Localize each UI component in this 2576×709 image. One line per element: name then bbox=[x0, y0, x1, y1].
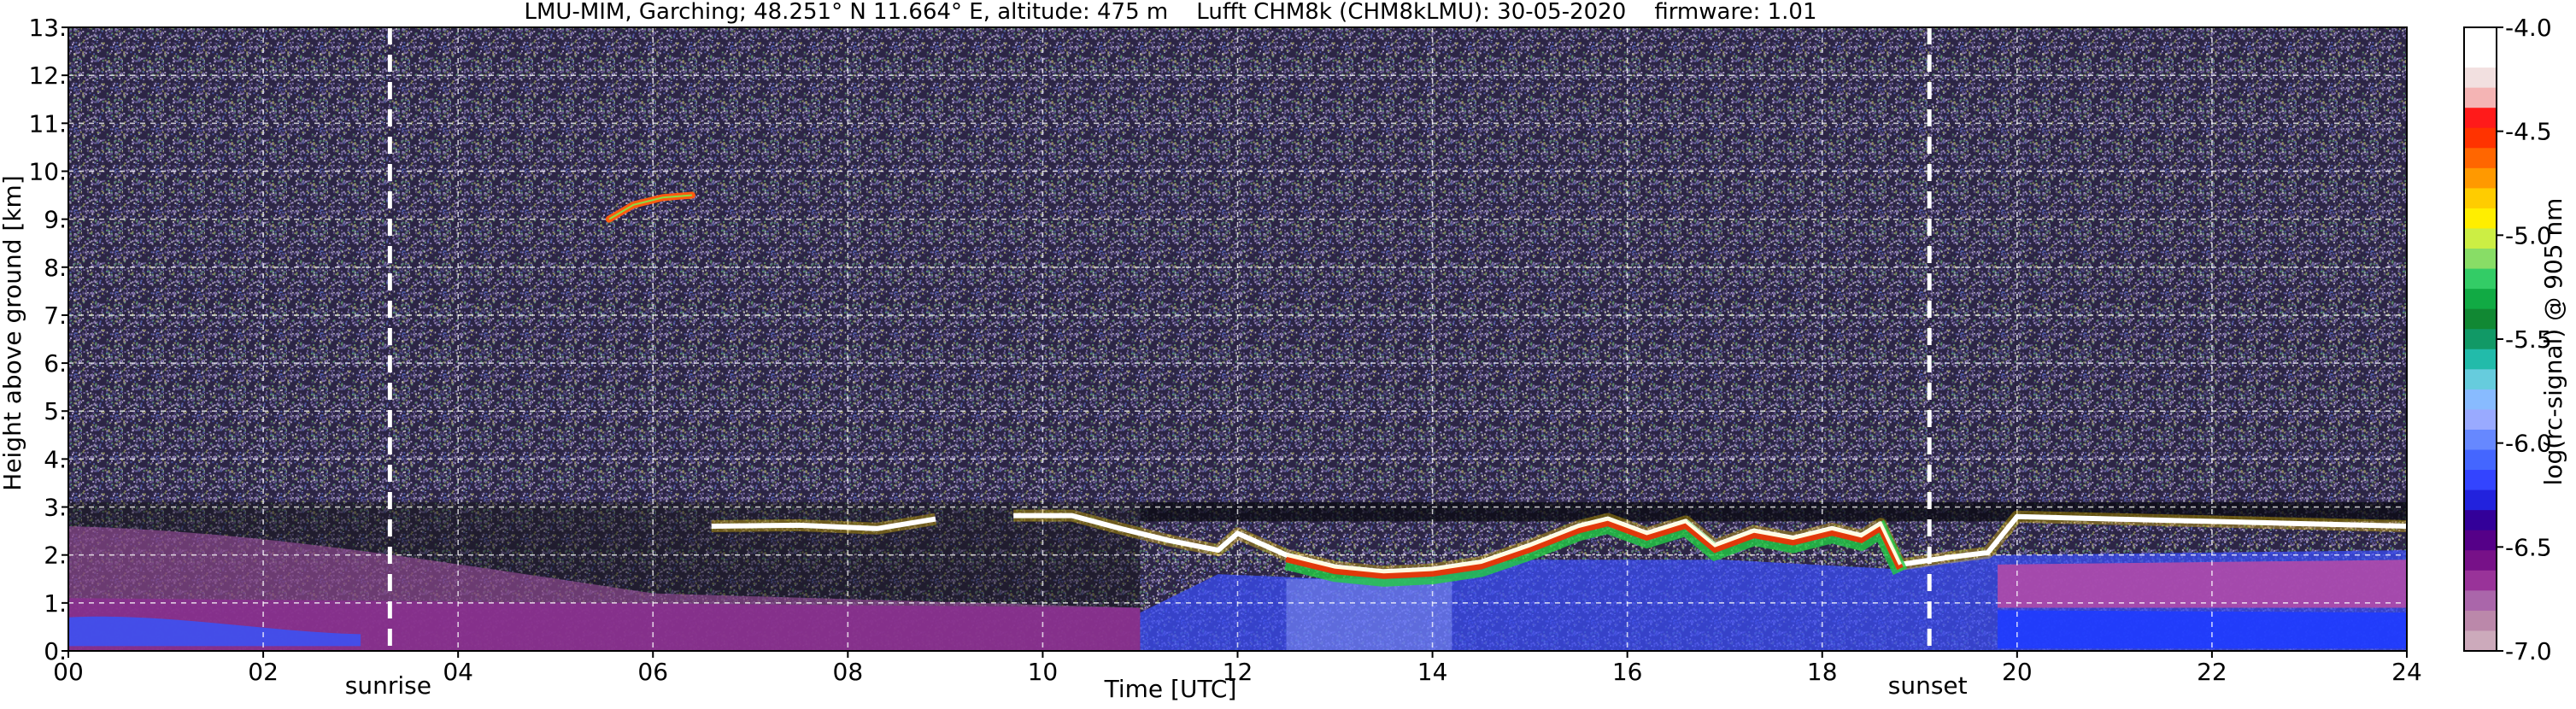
x-tick-label-3: 06 bbox=[637, 658, 668, 686]
colorbar-segment-28 bbox=[2464, 590, 2497, 612]
colorbar-tick-label-1: -4.5 bbox=[2505, 118, 2552, 146]
x-tick-label-8: 16 bbox=[1612, 658, 1643, 686]
colorbar-segment-23 bbox=[2464, 489, 2497, 511]
colorbar-segment-3 bbox=[2464, 87, 2497, 108]
colorbar-tick-label-2: -5.0 bbox=[2505, 221, 2552, 249]
y-axis-label: Height above ground [km] bbox=[0, 175, 26, 491]
colorbar-segment-8 bbox=[2464, 188, 2497, 209]
y-tick-label-6: 6. bbox=[44, 349, 67, 378]
colorbar-tick-label-3: -5.5 bbox=[2505, 325, 2552, 354]
precipitation-streaks bbox=[1286, 578, 1452, 651]
aerosol-layer-evening bbox=[1998, 610, 2407, 649]
colorbar-segment-6 bbox=[2464, 148, 2497, 169]
x-tick-label-11: 22 bbox=[2197, 658, 2227, 686]
aerosol-layer-night bbox=[68, 616, 361, 647]
y-tick-label-4: 4. bbox=[44, 445, 67, 473]
y-tick-label-11: 11. bbox=[28, 109, 67, 138]
x-tick-label-10: 20 bbox=[2002, 658, 2033, 686]
x-tick-label-7: 14 bbox=[1417, 658, 1448, 686]
colorbar-segment-11 bbox=[2464, 249, 2497, 270]
colorbar-tick-label-0: -4.0 bbox=[2505, 14, 2552, 42]
y-tick-label-3: 3. bbox=[44, 494, 67, 522]
cloud-base-red bbox=[1285, 519, 1904, 579]
colorbar-tick-label-6: -7.0 bbox=[2505, 637, 2552, 665]
x-tick-label-9: 18 bbox=[1807, 658, 1838, 686]
colorbar-tick-label-5: -6.5 bbox=[2505, 533, 2552, 561]
sunset-label: sunset bbox=[1888, 671, 1968, 700]
colorbar-segment-21 bbox=[2464, 449, 2497, 471]
colorbar-segment-20 bbox=[2464, 429, 2497, 451]
colorbar-segment-19 bbox=[2464, 409, 2497, 431]
colorbar-segment-13 bbox=[2464, 289, 2497, 310]
colorbar-segment-9 bbox=[2464, 208, 2497, 230]
y-tick-label-5: 5. bbox=[44, 397, 67, 425]
colorbar-segment-7 bbox=[2464, 167, 2497, 189]
y-tick-label-12: 12. bbox=[28, 62, 67, 90]
x-tick-label-0: 00 bbox=[53, 658, 84, 686]
residual-layer-evening bbox=[1998, 560, 2407, 608]
colorbar-segment-0 bbox=[2464, 27, 2497, 49]
x-tick-label-6: 12 bbox=[1223, 658, 1253, 686]
colorbar-segment-30 bbox=[2464, 630, 2497, 652]
grid bbox=[68, 27, 2407, 651]
y-tick-label-13: 13. bbox=[28, 14, 67, 42]
cloud-base-top bbox=[1286, 517, 1902, 574]
colorbar-segment-27 bbox=[2464, 570, 2497, 591]
y-tick-label-9: 9. bbox=[44, 206, 67, 234]
x-tick-label-2: 04 bbox=[443, 658, 473, 686]
colorbar: -4.0 -4.5 -5.0 -5.5 -6.0 -6.5 -7.0 bbox=[2463, 14, 2552, 665]
y-tick-label-8: 8. bbox=[44, 254, 67, 282]
colorbar-segment-2 bbox=[2464, 67, 2497, 89]
x-tick-label-12: 24 bbox=[2391, 658, 2422, 686]
x-tick-label-1: 02 bbox=[248, 658, 279, 686]
colorbar-segment-17 bbox=[2464, 369, 2497, 390]
y-tick-label-7: 7. bbox=[44, 302, 67, 330]
colorbar-segment-5 bbox=[2464, 127, 2497, 149]
upper-cloud-edge bbox=[608, 194, 692, 220]
colorbar-segment-26 bbox=[2464, 550, 2497, 571]
colorbar-segment-29 bbox=[2464, 610, 2497, 632]
y-tick-label-1: 1. bbox=[44, 589, 67, 618]
colorbar-segment-1 bbox=[2464, 47, 2497, 68]
signal-features bbox=[605, 191, 2408, 587]
colorbar-segment-14 bbox=[2464, 308, 2497, 330]
colorbar-segment-24 bbox=[2464, 510, 2497, 531]
x-axis-label: Time [UTC] bbox=[1104, 675, 1237, 703]
colorbar-segment-16 bbox=[2464, 349, 2497, 370]
y-tick-label-2: 2. bbox=[44, 542, 67, 570]
colorbar-segment-22 bbox=[2464, 470, 2497, 491]
sunrise-label: sunrise bbox=[345, 671, 431, 700]
chart-title: LMU-MIM, Garching; 48.251° N 11.664° E, … bbox=[525, 0, 1817, 25]
colorbar-tick-label-4: -6.0 bbox=[2505, 430, 2552, 458]
colorbar-segment-4 bbox=[2464, 108, 2497, 129]
y-tick-label-0: 0. bbox=[44, 637, 67, 665]
cloud-layer-0 bbox=[711, 516, 936, 531]
colorbar-label: log(rc-signal) @ 905 nm bbox=[2539, 198, 2567, 486]
axes: 00 02 04 06 08 10 12 14 16 18 20 22 24 0. 1. 2. 3. 4. 5. 6.… bbox=[28, 14, 2421, 686]
colorbar-segment-12 bbox=[2464, 268, 2497, 290]
x-tick-label-5: 10 bbox=[1028, 658, 1059, 686]
colorbar-segment-15 bbox=[2464, 329, 2497, 350]
colorbar-segment-18 bbox=[2464, 389, 2497, 411]
colorbar-segment-25 bbox=[2464, 530, 2497, 551]
sun-markers: sunrise sunset bbox=[345, 27, 1968, 700]
y-tick-label-10: 10. bbox=[28, 157, 67, 185]
colorbar-segment-10 bbox=[2464, 228, 2497, 249]
x-tick-label-4: 08 bbox=[833, 658, 864, 686]
